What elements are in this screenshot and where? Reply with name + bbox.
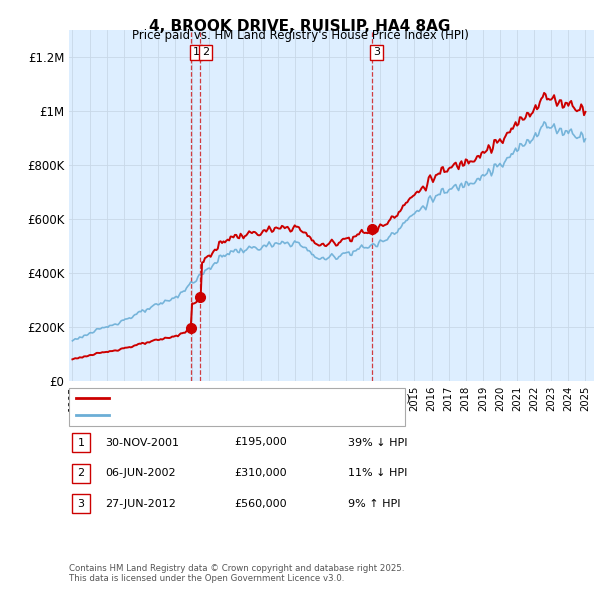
Text: 1: 1 (77, 438, 85, 447)
Text: HPI: Average price, detached house, Hillingdon: HPI: Average price, detached house, Hill… (116, 410, 374, 420)
Text: £310,000: £310,000 (234, 468, 287, 478)
Text: 4, BROOK DRIVE, RUISLIP, HA4 8AG (detached house): 4, BROOK DRIVE, RUISLIP, HA4 8AG (detach… (116, 394, 411, 404)
Text: Price paid vs. HM Land Registry's House Price Index (HPI): Price paid vs. HM Land Registry's House … (131, 30, 469, 42)
Text: 30-NOV-2001: 30-NOV-2001 (105, 438, 179, 447)
Text: 06-JUN-2002: 06-JUN-2002 (105, 468, 176, 478)
Text: 3: 3 (373, 47, 380, 57)
Text: 4, BROOK DRIVE, RUISLIP, HA4 8AG: 4, BROOK DRIVE, RUISLIP, HA4 8AG (149, 19, 451, 34)
Text: 11% ↓ HPI: 11% ↓ HPI (348, 468, 407, 478)
Text: 27-JUN-2012: 27-JUN-2012 (105, 499, 176, 509)
Text: £560,000: £560,000 (234, 499, 287, 509)
Text: 2: 2 (77, 468, 85, 478)
Text: 9% ↑ HPI: 9% ↑ HPI (348, 499, 401, 509)
Text: 3: 3 (77, 499, 85, 509)
Text: £195,000: £195,000 (234, 438, 287, 447)
Text: 2: 2 (202, 47, 209, 57)
Text: 1: 1 (193, 47, 199, 57)
Text: Contains HM Land Registry data © Crown copyright and database right 2025.
This d: Contains HM Land Registry data © Crown c… (69, 563, 404, 583)
Text: 39% ↓ HPI: 39% ↓ HPI (348, 438, 407, 447)
